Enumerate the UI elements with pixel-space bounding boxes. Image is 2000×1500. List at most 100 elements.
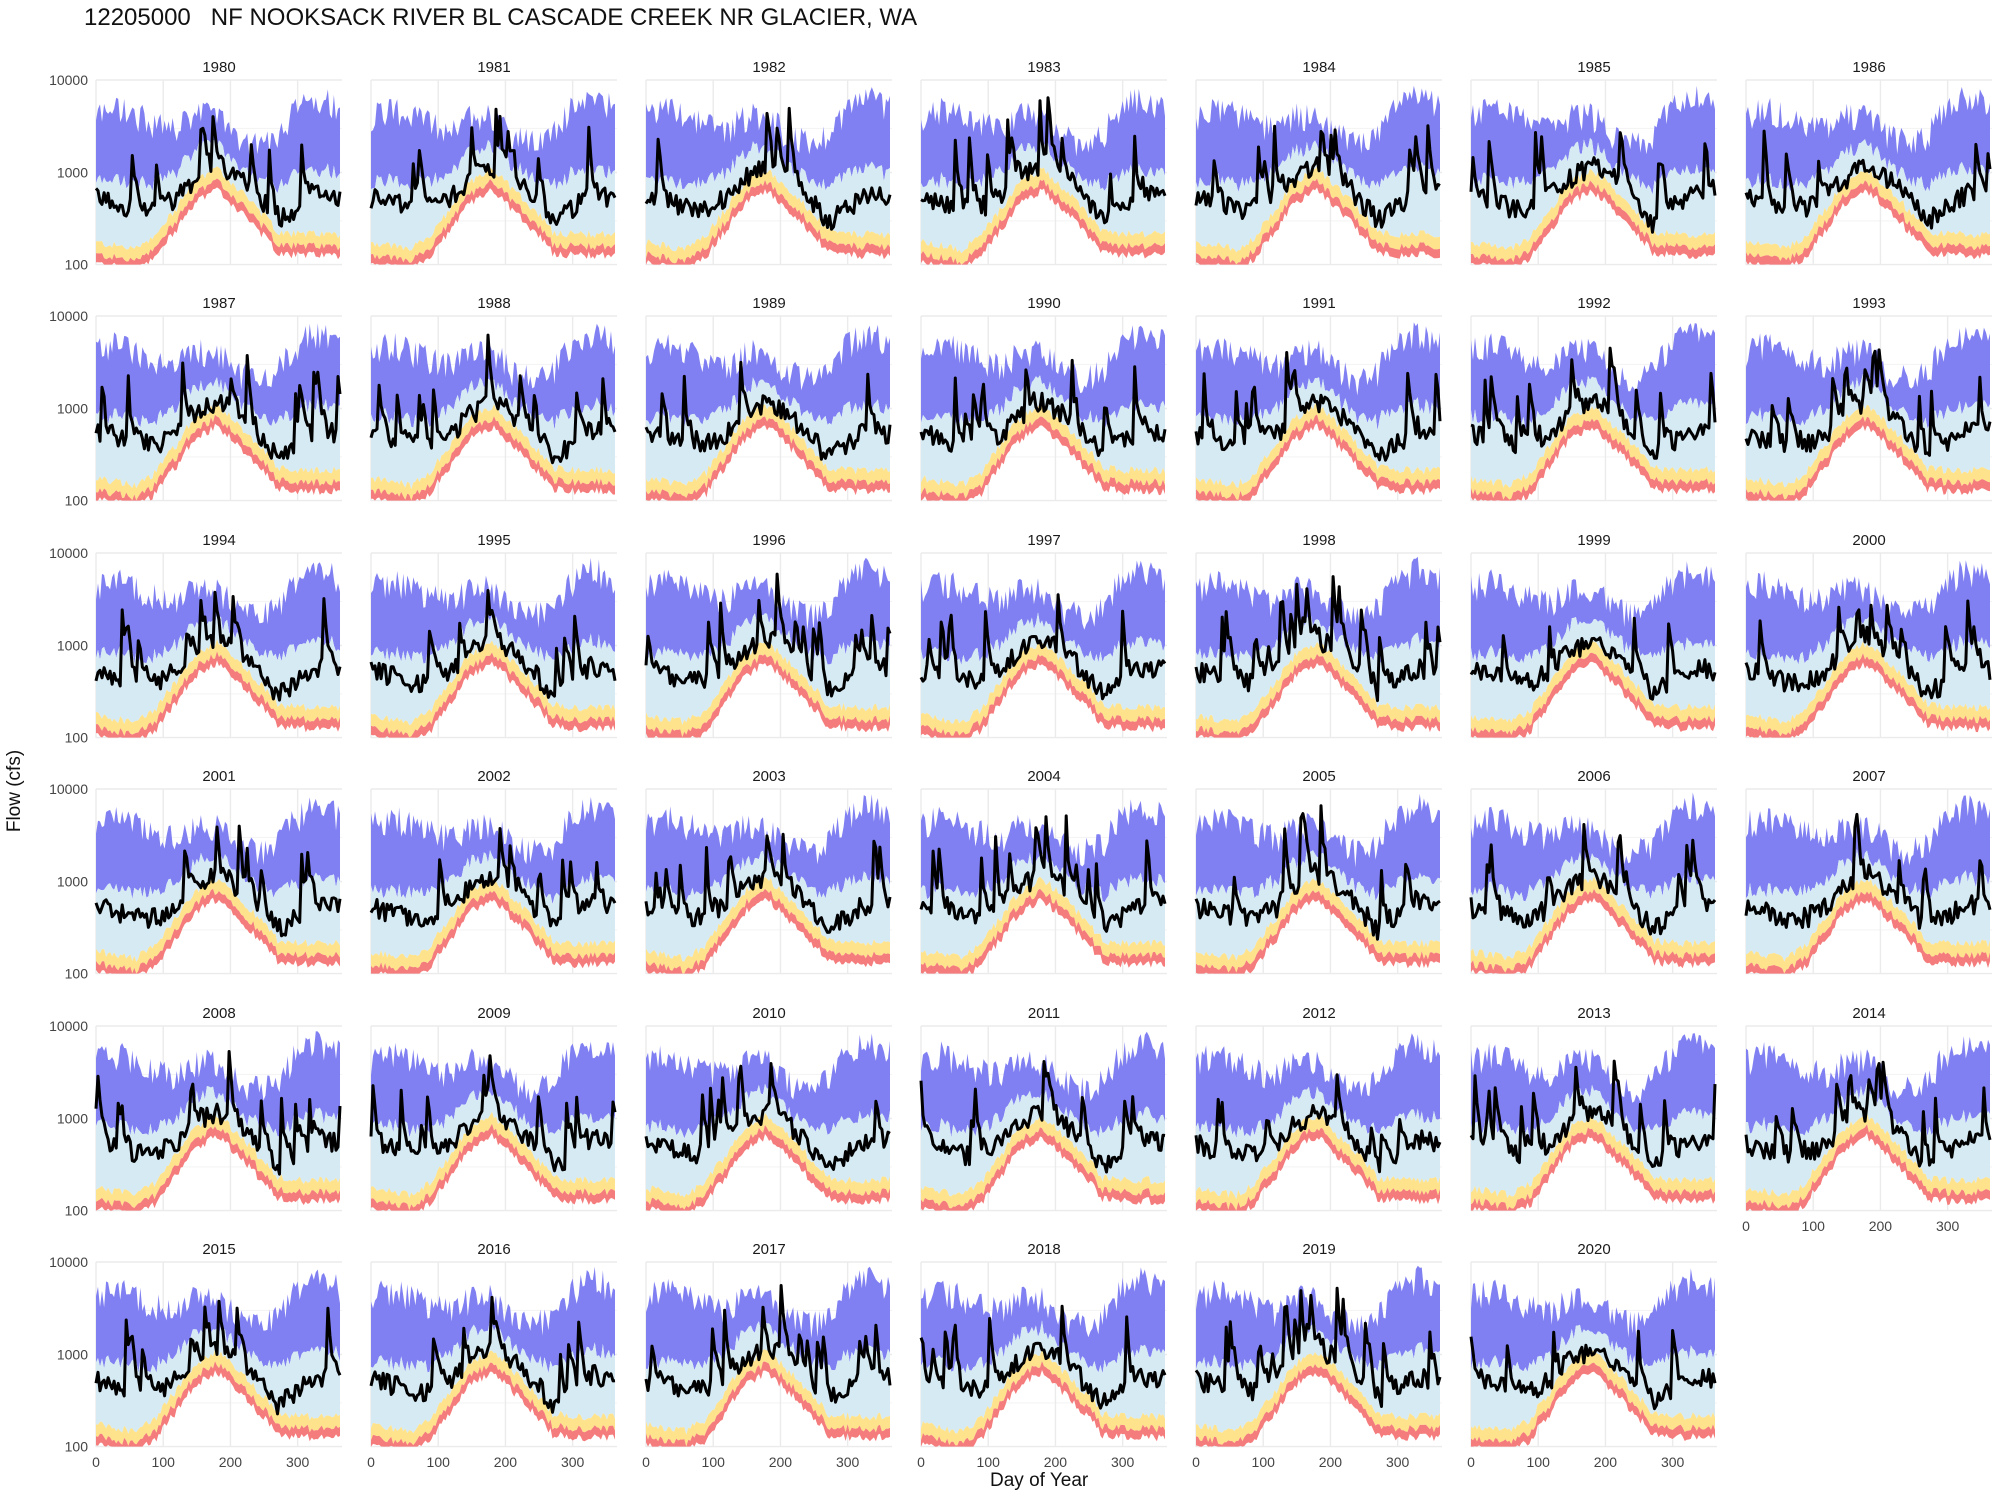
panel-1989: 1989 [644,295,892,502]
panel-label-2002: 2002 [477,768,510,785]
band-high [646,87,890,191]
panel-1988: 1988 [369,295,617,502]
band-low [1196,878,1440,973]
panel-1999: 1999 [1469,532,1717,739]
band-min [371,1123,615,1211]
band-low [1471,1350,1715,1444]
band-high [1196,1265,1440,1372]
x-tick-label: 200 [769,1454,793,1470]
band-high [371,91,615,191]
panel-1991: 1991 [1194,295,1442,502]
y-tick-label: 1000 [57,638,88,654]
panel-label-2015: 2015 [202,1241,235,1258]
flow-line [919,358,1167,457]
panel-label-2004: 2004 [1027,768,1060,785]
band-mid [921,1089,1165,1197]
flow-line [1744,599,1992,700]
band-min [921,1127,1165,1211]
panel-1995: 1995 [369,532,617,739]
panel-label-2013: 2013 [1577,1005,1610,1022]
x-tick-label: 100 [1252,1454,1276,1470]
flow-line [1194,575,1442,703]
band-mid [371,850,615,959]
band-mid [921,375,1165,487]
band-mid [1471,375,1715,488]
y-tick-label: 100 [65,730,89,746]
x-tick-label: 200 [219,1454,243,1470]
panel-1987: 1987 100 1000 10000 [49,295,342,509]
band-low [646,404,890,498]
panel-label-1997: 1997 [1027,532,1060,549]
band-high [1746,87,1990,192]
band-low [1196,1115,1440,1211]
y-tick-label: 10000 [49,1254,88,1270]
flow-line [644,106,892,231]
panel-2001: 2001 100 1000 10000 [49,768,342,982]
x-tick-label: 100 [152,1454,176,1470]
band-high [1471,1268,1715,1375]
band-high [1196,1033,1440,1138]
band-high [646,324,890,426]
band-mid [646,613,890,725]
band-min [1746,1124,1990,1211]
band-low [1471,168,1715,263]
panel-1997: 1997 [919,532,1167,739]
band-min [1746,180,1990,265]
band-min [921,179,1165,265]
flow-line [369,827,617,928]
flow-line [644,832,892,934]
panel-label-2012: 2012 [1302,1005,1335,1022]
band-min [1471,418,1715,501]
band-low [1746,168,1990,262]
panel-1982: 1982 [644,59,892,266]
flow-line [369,1295,616,1414]
band-min [1196,1364,1440,1447]
band-low [371,167,615,263]
y-tick-label: 100 [65,493,89,509]
x-tick-label: 200 [1319,1454,1343,1470]
panel-label-1994: 1994 [202,532,235,549]
panel-label-2018: 2018 [1027,1241,1060,1258]
band-high [1746,560,1990,665]
x-axis-label: Day of Year [990,1470,1089,1491]
flow-line [1194,1073,1442,1174]
panel-label-1981: 1981 [477,59,510,76]
band-mid [1746,615,1990,725]
band-min [371,179,615,265]
flow-line [94,824,342,938]
panel-label-1984: 1984 [1302,59,1335,76]
panel-1994: 1994 100 1000 10000 [49,532,342,746]
panel-2000: 2000 [1744,532,1992,739]
panel-2007: 2007 [1744,768,1992,975]
band-high [1471,792,1715,902]
flow-line [644,572,892,698]
band-low [96,639,340,736]
panel-2019: 2019 0 100 200 300 [1192,1241,1442,1470]
x-tick-label: 300 [836,1454,860,1470]
x-tick-label: 0 [1742,1218,1750,1234]
panel-1984: 1984 [1194,59,1442,266]
y-tick-label: 10000 [49,72,88,88]
x-tick-label: 100 [702,1454,726,1470]
band-mid [1196,1323,1440,1433]
band-low [646,876,890,974]
band-min [1746,416,1990,501]
band-high [921,560,1165,665]
band-mid [1746,849,1990,962]
band-high [1746,795,1990,901]
panel-label-2003: 2003 [752,768,785,785]
flow-line [94,590,342,702]
y-tick-label: 100 [65,1439,89,1455]
flow-line [369,107,617,226]
x-tick-label: 100 [1527,1454,1551,1470]
panel-1981: 1981 [369,59,617,266]
band-low [921,876,1165,972]
panel-1996: 1996 [644,532,892,739]
flow-line [919,1060,1166,1174]
band-min [96,414,340,501]
band-min [96,1126,340,1211]
band-min [646,654,890,738]
flow-line [1744,348,1992,457]
y-tick-label: 10000 [49,1018,88,1034]
panel-label-1995: 1995 [477,532,510,549]
